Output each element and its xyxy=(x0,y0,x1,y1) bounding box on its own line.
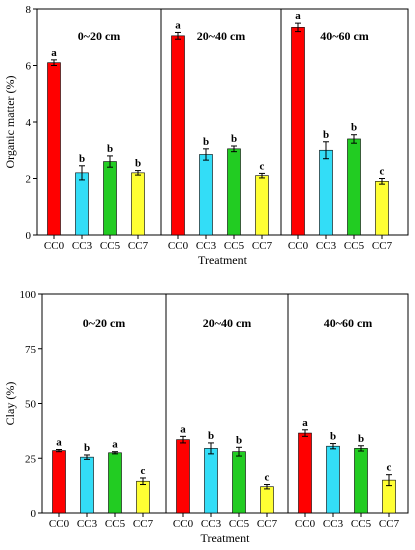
x-tick-label: CC7 xyxy=(379,518,400,530)
x-tick-label: CC5 xyxy=(105,518,126,530)
significance-letter: b xyxy=(135,158,141,170)
significance-letter: b xyxy=(358,433,364,445)
bar-cc3 xyxy=(326,445,340,514)
y-axis-label: Organic matter (%) xyxy=(3,75,17,168)
significance-letter: b xyxy=(351,122,357,134)
x-axis-label: Treatment xyxy=(201,531,251,545)
group-label: 40~60 cm xyxy=(324,316,373,330)
y-tick-label: 6 xyxy=(26,61,32,73)
x-tick-label: CC7 xyxy=(257,518,278,530)
bar-cc7 xyxy=(375,181,389,236)
x-tick-label: CC7 xyxy=(372,240,393,252)
x-tick-label: CC3 xyxy=(196,240,217,252)
significance-letter: b xyxy=(203,136,209,148)
significance-letter: c xyxy=(141,465,146,477)
bar-cc7 xyxy=(136,480,150,514)
bar-cc7 xyxy=(131,172,145,236)
y-tick-label: 100 xyxy=(20,289,37,301)
x-tick-label: CC5 xyxy=(351,518,372,530)
bar-cc5 xyxy=(347,138,361,236)
x-tick-label: CC0 xyxy=(44,240,65,252)
x-axis-label: Treatment xyxy=(198,253,248,267)
significance-letter: a xyxy=(51,47,57,59)
significance-letter: b xyxy=(208,430,214,442)
group-label: 0~20 cm xyxy=(83,316,126,330)
significance-letter: a xyxy=(180,423,186,435)
x-tick-label: CC5 xyxy=(224,240,245,252)
significance-letter: a xyxy=(112,439,118,451)
significance-letter: a xyxy=(302,417,308,429)
bar-cc5 xyxy=(354,448,368,514)
x-tick-label: CC3 xyxy=(77,518,98,530)
bar-cc7 xyxy=(260,486,274,514)
y-tick-label: 75 xyxy=(25,344,37,356)
significance-letter: a xyxy=(295,10,301,22)
bar-cc0 xyxy=(298,432,312,514)
bar-cc3 xyxy=(80,456,94,514)
bar-cc3 xyxy=(204,448,218,514)
x-tick-label: CC3 xyxy=(201,518,222,530)
y-tick-label: 8 xyxy=(26,4,32,16)
bar-cc0 xyxy=(171,35,185,236)
x-tick-label: CC0 xyxy=(173,518,194,530)
x-tick-label: CC0 xyxy=(49,518,70,530)
significance-letter: c xyxy=(260,160,265,172)
x-tick-label: CC5 xyxy=(344,240,365,252)
bar-cc5 xyxy=(103,161,117,236)
x-tick-label: CC3 xyxy=(72,240,93,252)
significance-letter: c xyxy=(387,462,392,474)
significance-letter: a xyxy=(175,19,181,31)
x-tick-label: CC0 xyxy=(168,240,189,252)
y-tick-label: 2 xyxy=(26,174,32,186)
chart-panel-1: 0 2 4 6 8 Organic matter (%) 0~20 cm a CC0 b CC3 b C… xyxy=(3,4,409,267)
significance-letter: c xyxy=(265,472,270,484)
bar-cc0 xyxy=(176,439,190,514)
x-tick-label: CC5 xyxy=(229,518,250,530)
bar-cc7 xyxy=(255,175,269,236)
y-tick-label: 4 xyxy=(26,117,32,129)
x-tick-label: CC7 xyxy=(252,240,273,252)
x-tick-label: CC5 xyxy=(100,240,121,252)
y-tick-label: 0 xyxy=(31,508,37,520)
group-label: 20~40 cm xyxy=(203,316,252,330)
chart-panel-2: 0 25 50 75 100 Clay (%) 0~20 cm a CC0 b CC3 a CC5 c CC… xyxy=(3,289,409,545)
significance-letter: b xyxy=(107,143,113,155)
bar-cc3 xyxy=(319,149,333,236)
significance-letter: b xyxy=(79,153,85,165)
x-tick-label: CC3 xyxy=(323,518,344,530)
significance-letter: a xyxy=(56,436,62,448)
x-tick-label: CC0 xyxy=(288,240,309,252)
significance-letter: b xyxy=(231,133,237,145)
group-label: 0~20 cm xyxy=(78,29,121,43)
bar-cc5 xyxy=(232,451,246,514)
bar-cc0 xyxy=(47,62,61,236)
significance-letter: b xyxy=(330,431,336,443)
y-tick-label: 50 xyxy=(25,399,37,411)
bar-cc3 xyxy=(75,172,89,236)
x-tick-label: CC3 xyxy=(316,240,337,252)
x-tick-label: CC7 xyxy=(133,518,154,530)
group-label: 20~40 cm xyxy=(197,29,246,43)
bar-cc0 xyxy=(52,450,66,514)
y-tick-label: 0 xyxy=(26,230,32,242)
significance-letter: b xyxy=(323,129,329,141)
x-tick-label: CC0 xyxy=(295,518,316,530)
group-label: 40~60 cm xyxy=(320,29,369,43)
y-axis-label: Clay (%) xyxy=(3,382,17,426)
bar-cc5 xyxy=(108,452,122,514)
x-tick-label: CC7 xyxy=(128,240,149,252)
significance-letter: b xyxy=(84,442,90,454)
y-tick-label: 25 xyxy=(25,453,37,465)
bar-cc5 xyxy=(227,148,241,236)
significance-letter: c xyxy=(380,166,385,178)
bar-cc3 xyxy=(199,154,213,236)
bar-cc0 xyxy=(291,27,305,236)
significance-letter: b xyxy=(236,434,242,446)
